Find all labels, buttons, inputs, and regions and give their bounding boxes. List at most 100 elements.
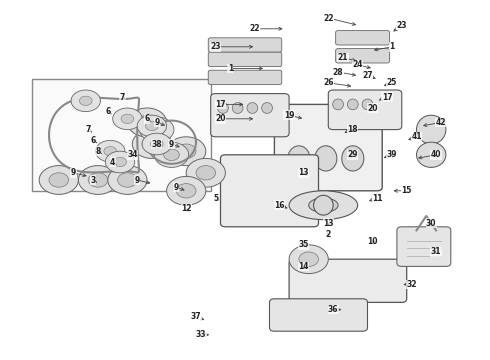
Text: 1: 1 bbox=[375, 42, 394, 51]
Circle shape bbox=[88, 173, 108, 187]
Circle shape bbox=[49, 173, 69, 187]
Text: 24: 24 bbox=[352, 60, 370, 69]
Text: 12: 12 bbox=[181, 204, 192, 213]
Circle shape bbox=[127, 108, 167, 137]
FancyBboxPatch shape bbox=[220, 155, 318, 227]
Circle shape bbox=[176, 184, 196, 198]
Circle shape bbox=[154, 142, 189, 167]
FancyBboxPatch shape bbox=[211, 94, 289, 137]
Text: 5: 5 bbox=[213, 194, 219, 202]
FancyBboxPatch shape bbox=[208, 52, 282, 67]
Text: 17: 17 bbox=[215, 100, 243, 109]
Circle shape bbox=[137, 115, 157, 130]
Ellipse shape bbox=[416, 142, 446, 167]
Text: 8: 8 bbox=[96, 147, 101, 156]
Text: 9: 9 bbox=[135, 176, 149, 185]
Text: 34: 34 bbox=[127, 150, 138, 159]
Ellipse shape bbox=[347, 99, 358, 110]
Circle shape bbox=[142, 137, 162, 151]
Circle shape bbox=[113, 108, 142, 130]
Text: 23: 23 bbox=[394, 21, 407, 31]
Text: 28: 28 bbox=[333, 68, 355, 77]
Circle shape bbox=[114, 157, 126, 167]
Text: 4: 4 bbox=[110, 158, 116, 166]
Text: 13: 13 bbox=[323, 219, 334, 228]
Ellipse shape bbox=[342, 146, 364, 171]
Circle shape bbox=[164, 149, 179, 161]
Text: 2: 2 bbox=[326, 230, 331, 239]
Text: 18: 18 bbox=[345, 125, 358, 134]
Ellipse shape bbox=[288, 146, 310, 171]
Circle shape bbox=[108, 166, 147, 194]
Circle shape bbox=[78, 166, 118, 194]
Text: 41: 41 bbox=[409, 132, 422, 141]
Ellipse shape bbox=[309, 198, 338, 212]
Circle shape bbox=[196, 166, 216, 180]
Circle shape bbox=[299, 252, 318, 266]
FancyBboxPatch shape bbox=[208, 38, 282, 52]
Text: 21: 21 bbox=[338, 53, 355, 62]
Text: 10: 10 bbox=[367, 237, 378, 246]
Circle shape bbox=[176, 144, 196, 158]
Circle shape bbox=[167, 137, 206, 166]
Circle shape bbox=[39, 166, 78, 194]
Circle shape bbox=[71, 90, 100, 112]
Ellipse shape bbox=[247, 103, 258, 113]
Text: 1: 1 bbox=[228, 64, 262, 73]
Circle shape bbox=[121, 114, 134, 123]
Text: 17: 17 bbox=[379, 93, 392, 102]
Circle shape bbox=[142, 133, 172, 155]
Text: 30: 30 bbox=[426, 219, 437, 228]
Text: 25: 25 bbox=[384, 78, 397, 87]
Text: 38: 38 bbox=[151, 140, 162, 149]
Text: 9: 9 bbox=[174, 183, 184, 192]
FancyBboxPatch shape bbox=[336, 31, 390, 45]
FancyBboxPatch shape bbox=[397, 227, 451, 266]
Text: 16: 16 bbox=[274, 201, 287, 210]
Bar bbox=[32, 79, 211, 191]
Circle shape bbox=[104, 147, 117, 156]
Text: 6: 6 bbox=[91, 136, 97, 145]
Text: 26: 26 bbox=[323, 78, 350, 87]
Text: 23: 23 bbox=[210, 42, 252, 51]
Circle shape bbox=[150, 139, 163, 149]
Text: 9: 9 bbox=[71, 168, 86, 177]
Circle shape bbox=[118, 173, 137, 187]
FancyBboxPatch shape bbox=[208, 70, 282, 85]
FancyBboxPatch shape bbox=[274, 104, 382, 191]
Circle shape bbox=[96, 140, 125, 162]
Text: 39: 39 bbox=[384, 150, 397, 159]
Text: 9: 9 bbox=[169, 140, 179, 149]
Circle shape bbox=[137, 115, 167, 137]
Circle shape bbox=[79, 96, 92, 105]
Text: 3: 3 bbox=[91, 176, 97, 185]
Text: 42: 42 bbox=[424, 118, 446, 127]
Text: 22: 22 bbox=[249, 24, 282, 33]
Text: 29: 29 bbox=[347, 150, 358, 159]
Text: 7: 7 bbox=[86, 125, 92, 134]
Text: 27: 27 bbox=[362, 71, 375, 80]
Ellipse shape bbox=[262, 103, 272, 113]
Text: 6: 6 bbox=[145, 114, 150, 123]
Text: 14: 14 bbox=[298, 262, 309, 271]
Circle shape bbox=[149, 124, 165, 135]
Circle shape bbox=[140, 117, 174, 142]
Text: 7: 7 bbox=[120, 93, 126, 102]
FancyBboxPatch shape bbox=[270, 299, 368, 331]
Ellipse shape bbox=[362, 99, 373, 110]
Text: 6: 6 bbox=[105, 107, 111, 116]
Text: 20: 20 bbox=[215, 114, 252, 123]
Ellipse shape bbox=[314, 195, 333, 215]
Ellipse shape bbox=[289, 191, 358, 220]
Circle shape bbox=[289, 245, 328, 274]
Text: 31: 31 bbox=[431, 248, 441, 256]
Text: 22: 22 bbox=[323, 14, 355, 26]
Text: 37: 37 bbox=[191, 312, 204, 321]
Text: 40: 40 bbox=[419, 150, 441, 159]
Ellipse shape bbox=[218, 103, 228, 113]
Circle shape bbox=[105, 151, 135, 173]
Text: 36: 36 bbox=[328, 305, 341, 314]
FancyBboxPatch shape bbox=[336, 49, 390, 63]
Ellipse shape bbox=[232, 103, 243, 113]
Text: 15: 15 bbox=[394, 186, 412, 195]
